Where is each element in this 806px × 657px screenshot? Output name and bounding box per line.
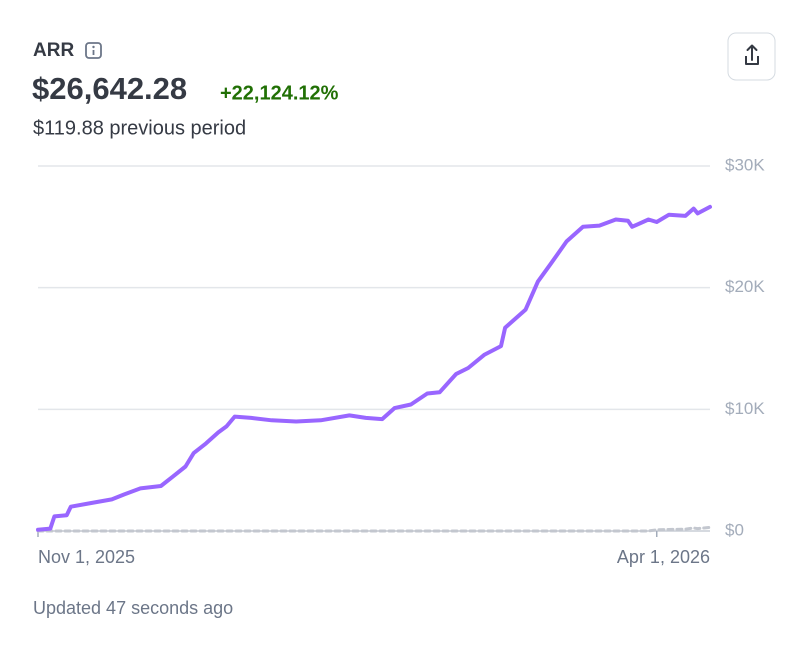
- y-tick-label: $10K: [725, 399, 765, 418]
- metric-amount: $26,642.28: [32, 71, 187, 106]
- x-tick-label: Nov 1, 2025: [38, 547, 135, 567]
- previous-line: [36, 525, 712, 533]
- share-button[interactable]: [727, 32, 776, 81]
- previous-period: $119.88 previous period: [33, 117, 246, 139]
- series-line: [36, 204, 712, 532]
- y-tick-label: $20K: [725, 277, 765, 296]
- y-tick-label: $0: [725, 520, 744, 539]
- x-tick-label: Apr 1, 2026: [617, 547, 710, 567]
- info-icon[interactable]: [85, 42, 102, 59]
- updated-note: Updated 47 seconds ago: [33, 598, 233, 618]
- y-tick-label: $30K: [725, 155, 765, 174]
- metric-change: +22,124.12%: [220, 82, 339, 104]
- metric-title: ARR: [33, 40, 74, 61]
